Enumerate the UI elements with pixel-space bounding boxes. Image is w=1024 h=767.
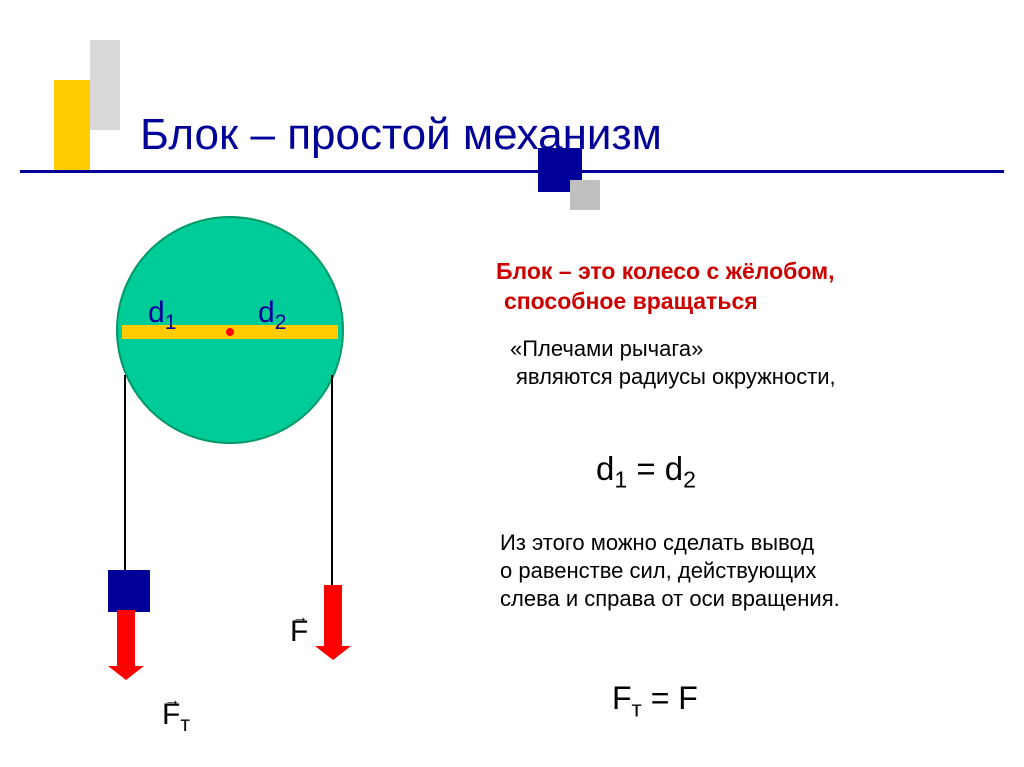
lever-line-2: являются радиусы окружности, bbox=[516, 364, 836, 390]
force-f-label: → F bbox=[290, 615, 308, 649]
left-force-arrow bbox=[108, 610, 144, 680]
deco-yellow-vert bbox=[54, 80, 90, 170]
pulley-center-dot bbox=[226, 328, 234, 336]
weight-block bbox=[108, 570, 150, 612]
conclusion-line-3: слева и справа от оси вращения. bbox=[500, 586, 840, 612]
def-line-2: способное вращаться bbox=[504, 288, 758, 315]
page-title: Блок – простой механизм bbox=[140, 110, 662, 160]
equation-ft-f: Fт = F bbox=[612, 680, 698, 722]
lever-line-1: «Плечами рычага» bbox=[510, 336, 703, 362]
force-ft-label: → Fт bbox=[162, 698, 190, 737]
deco-gray-vert bbox=[90, 40, 120, 130]
deco-gray-square bbox=[570, 180, 600, 210]
conclusion-line-2: о равенстве сил, действующих bbox=[500, 558, 816, 584]
equation-d1-d2: d1 = d2 bbox=[596, 450, 696, 494]
title-underline bbox=[20, 170, 1004, 173]
d1-label: d1 bbox=[148, 296, 176, 335]
def-line-1: Блок – это колесо с жёлобом, bbox=[496, 258, 834, 285]
d2-label: d2 bbox=[258, 296, 286, 335]
conclusion-line-1: Из этого можно сделать вывод bbox=[500, 530, 814, 556]
right-force-arrow bbox=[315, 585, 351, 660]
